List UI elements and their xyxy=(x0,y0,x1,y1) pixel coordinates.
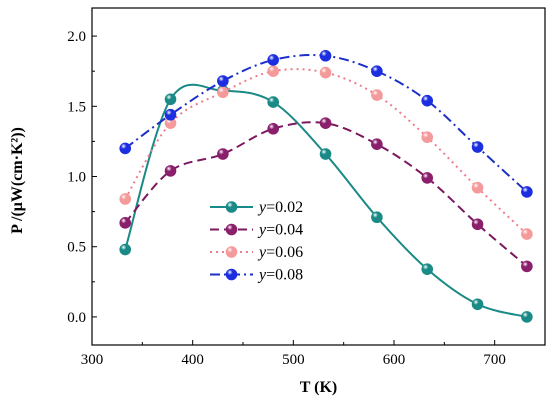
x-axis-title: T (K) xyxy=(300,379,337,396)
data-point xyxy=(371,211,383,224)
data-point xyxy=(119,217,132,229)
data-point xyxy=(119,193,132,205)
data-point xyxy=(471,141,484,153)
data-point xyxy=(319,148,332,160)
data-point xyxy=(471,181,484,194)
x-tick-label: 400 xyxy=(181,352,204,368)
legend-marker xyxy=(225,223,238,236)
data-point xyxy=(521,228,533,240)
series-line-3 xyxy=(124,68,528,235)
legend-label: y=0.04 xyxy=(257,222,303,239)
x-tick-label: 700 xyxy=(483,352,506,368)
data-point xyxy=(319,49,332,62)
x-tick-label: 300 xyxy=(81,352,104,368)
x-tick-label: 600 xyxy=(383,352,406,368)
data-point xyxy=(119,243,132,256)
legend-marker xyxy=(225,201,238,213)
data-point xyxy=(267,65,280,77)
data-point xyxy=(421,131,434,143)
data-point xyxy=(119,142,132,155)
data-point xyxy=(421,172,434,184)
data-point xyxy=(217,75,229,87)
legend-marker xyxy=(225,268,238,281)
data-point xyxy=(521,311,533,323)
data-point xyxy=(371,89,383,101)
legend-marker xyxy=(225,246,238,258)
y-tick-label: 0.0 xyxy=(67,310,86,326)
data-point xyxy=(471,218,484,231)
data-point xyxy=(371,65,383,77)
y-tick-label: 2.0 xyxy=(67,29,86,45)
data-point xyxy=(164,108,177,121)
data-point xyxy=(521,186,533,198)
legend: y=0.02 y=0.04 y=0.06 y=0.08 xyxy=(210,199,303,284)
plot-frame xyxy=(91,7,546,346)
data-point xyxy=(471,298,484,311)
data-point xyxy=(319,117,332,129)
y-tick-label: 1.5 xyxy=(67,99,86,115)
series-layer xyxy=(119,49,533,323)
data-point xyxy=(164,165,177,177)
legend-label: y=0.06 xyxy=(257,244,303,261)
data-point xyxy=(164,93,177,106)
data-point xyxy=(421,263,434,275)
data-point xyxy=(267,122,280,135)
data-point xyxy=(267,96,280,108)
legend-label: y=0.02 xyxy=(257,199,303,216)
y-tick-label: 0.5 xyxy=(67,240,86,256)
x-tick-label: 500 xyxy=(282,352,305,368)
data-point xyxy=(421,94,434,107)
data-point xyxy=(521,260,533,273)
y-axis-title: P /(μW(cm·K²)) xyxy=(9,127,26,234)
data-point xyxy=(217,148,229,160)
y-tick-label: 1.0 xyxy=(67,170,86,186)
series-line-2 xyxy=(124,121,528,268)
data-point xyxy=(217,86,229,99)
data-point xyxy=(267,54,280,66)
axes: 300 400 500 600 700 0.0 0.5 1.0 1.5 2.0 xyxy=(67,7,546,368)
data-point xyxy=(371,138,383,151)
legend-label: y=0.08 xyxy=(257,267,303,284)
data-point xyxy=(319,66,332,79)
